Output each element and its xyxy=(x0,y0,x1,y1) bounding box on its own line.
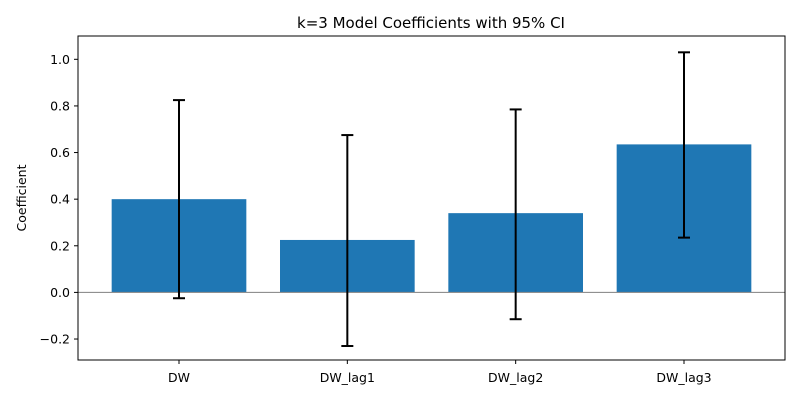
x-tick-label: DW_lag3 xyxy=(656,370,711,385)
y-axis-label: Coefficient xyxy=(14,164,29,231)
y-tick-label: 0.8 xyxy=(50,98,70,113)
y-tick-label: 0.2 xyxy=(50,238,70,253)
y-tick-label: 0.4 xyxy=(50,192,70,207)
x-tick-label: DW_lag2 xyxy=(488,370,543,385)
chart-title: k=3 Model Coefficients with 95% CI xyxy=(297,14,565,32)
y-tick-label: 0.6 xyxy=(50,145,70,160)
axes-frame xyxy=(77,35,786,361)
y-tick-label: −0.2 xyxy=(40,332,70,347)
y-tick-label: 1.0 xyxy=(50,52,70,67)
x-tick-label: DW_lag1 xyxy=(320,370,375,385)
plot-area: −0.2 0.0 0.2 0.4 0.6 0.8 1.0 DW DW_lag1 DW_lag2 DW… xyxy=(40,35,786,385)
y-tick-label: 0.0 xyxy=(50,285,70,300)
x-tick-label: DW xyxy=(168,370,190,385)
